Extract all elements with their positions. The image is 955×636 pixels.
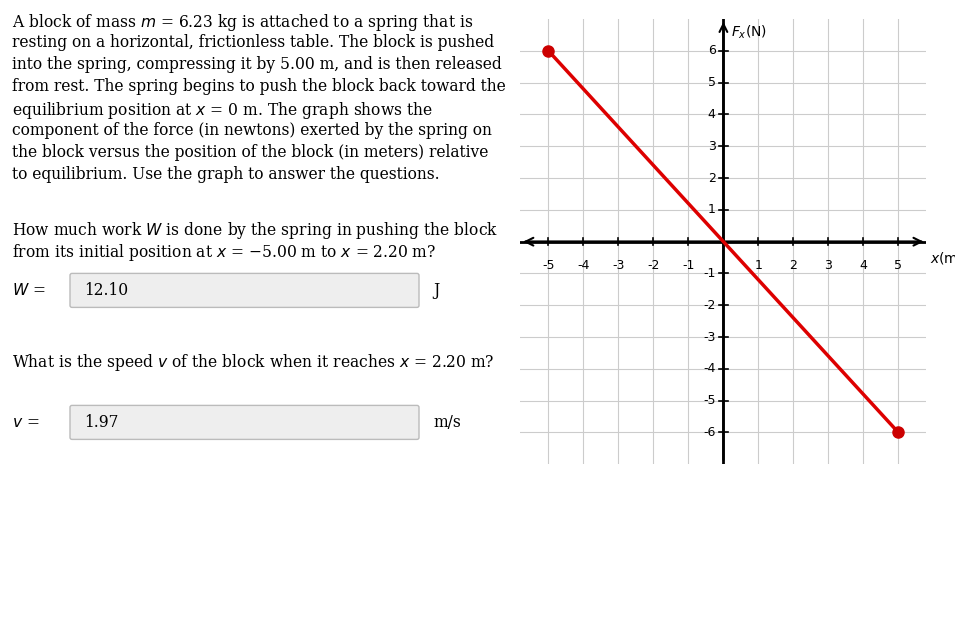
Text: to equilibrium. Use the graph to answer the questions.: to equilibrium. Use the graph to answer … [12, 166, 439, 183]
Text: -2: -2 [647, 259, 660, 272]
Text: -3: -3 [612, 259, 625, 272]
Text: -3: -3 [703, 331, 715, 343]
Text: $x$(m): $x$(m) [930, 249, 955, 266]
Text: 3: 3 [824, 259, 833, 272]
Text: 4: 4 [708, 108, 715, 121]
Text: from rest. The spring begins to push the block back toward the: from rest. The spring begins to push the… [12, 78, 506, 95]
Text: 1.97: 1.97 [84, 414, 118, 431]
Text: $W$ =: $W$ = [12, 282, 46, 299]
Text: A block of mass $m$ = 6.23 kg is attached to a spring that is: A block of mass $m$ = 6.23 kg is attache… [12, 12, 474, 33]
Text: 1: 1 [708, 204, 715, 216]
Text: -6: -6 [703, 426, 715, 439]
Text: -2: -2 [703, 299, 715, 312]
Text: How much work $W$ is done by the spring in pushing the block: How much work $W$ is done by the spring … [12, 220, 499, 241]
Text: -4: -4 [577, 259, 589, 272]
Text: 6: 6 [708, 45, 715, 57]
FancyBboxPatch shape [70, 273, 419, 307]
Text: $F_x$(N): $F_x$(N) [732, 24, 767, 41]
Text: 4: 4 [860, 259, 867, 272]
Text: into the spring, compressing it by 5.00 m, and is then released: into the spring, compressing it by 5.00 … [12, 56, 501, 73]
Text: -4: -4 [703, 363, 715, 375]
Text: m/s: m/s [433, 414, 460, 431]
Text: 5: 5 [708, 76, 715, 89]
Text: $v$ =: $v$ = [12, 414, 39, 431]
Text: 2: 2 [790, 259, 797, 272]
Text: component of the force (in newtons) exerted by the spring on: component of the force (in newtons) exer… [12, 122, 492, 139]
Text: -5: -5 [542, 259, 555, 272]
Text: 2: 2 [708, 172, 715, 184]
Text: from its initial position at $x$ = $-$5.00 m to $x$ = 2.20 m?: from its initial position at $x$ = $-$5.… [12, 242, 436, 263]
Text: the block versus the position of the block (in meters) relative: the block versus the position of the blo… [12, 144, 488, 161]
Text: -1: -1 [703, 267, 715, 280]
Text: What is the speed $v$ of the block when it reaches $x$ = 2.20 m?: What is the speed $v$ of the block when … [12, 352, 495, 373]
Text: 1: 1 [754, 259, 762, 272]
FancyBboxPatch shape [70, 405, 419, 439]
Text: 3: 3 [708, 140, 715, 153]
Text: 5: 5 [895, 259, 902, 272]
Text: J: J [433, 282, 439, 299]
Text: resting on a horizontal, frictionless table. The block is pushed: resting on a horizontal, frictionless ta… [12, 34, 494, 51]
Text: -1: -1 [682, 259, 694, 272]
Text: 12.10: 12.10 [84, 282, 128, 299]
Text: equilibrium position at $x$ = 0 m. The graph shows the: equilibrium position at $x$ = 0 m. The g… [12, 100, 433, 121]
Text: -5: -5 [703, 394, 715, 407]
